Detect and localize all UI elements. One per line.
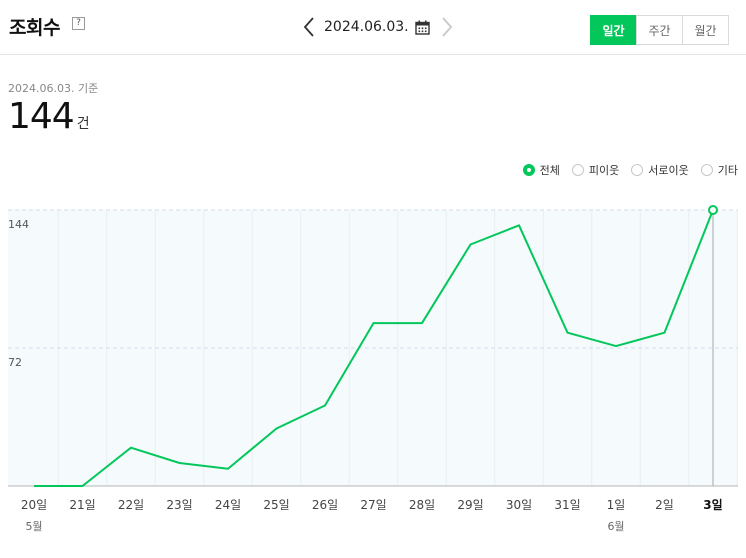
y-tick-label: 72 — [8, 356, 22, 369]
date-navigator: 2024.06.03. — [302, 14, 454, 40]
x-tick-label: 20일 — [21, 498, 47, 512]
x-tick-label: 24일 — [215, 498, 241, 512]
period-tabs: 일간 주간 월간 — [590, 15, 729, 45]
filter-all[interactable]: 전체 — [522, 162, 560, 178]
tab-daily[interactable]: 일간 — [590, 15, 637, 45]
month-label: 6월 — [607, 520, 624, 533]
chevron-right-icon — [441, 17, 452, 37]
y-tick-label: 144 — [8, 218, 29, 231]
filter-neighbor[interactable]: 피이웃 — [571, 162, 620, 178]
filter-etc[interactable]: 기타 — [700, 162, 738, 178]
filter-label: 전체 — [539, 164, 560, 177]
tab-weekly[interactable]: 주간 — [636, 15, 683, 45]
filter-label: 피이웃 — [588, 164, 620, 177]
chevron-left-icon — [303, 17, 314, 37]
x-tick-label: 29일 — [457, 498, 483, 512]
radio-icon — [631, 164, 644, 176]
basis-date: 2024.06.03. 기준 — [8, 82, 99, 95]
x-tick-label: 2일 — [655, 498, 674, 512]
x-tick-label: 28일 — [409, 498, 435, 512]
x-tick-label: 23일 — [166, 498, 192, 512]
view-count: 144 건 — [8, 96, 90, 137]
x-tick-label: 31일 — [554, 498, 580, 512]
data-point — [708, 205, 718, 215]
count-unit: 건 — [76, 116, 90, 132]
filter-label: 서로이웃 — [648, 164, 689, 177]
radio-selected-icon — [522, 164, 535, 176]
x-tick-label: 21일 — [69, 498, 95, 512]
header: 조회수 ? 2024.06.03. 일간 주간 월간 — [0, 0, 746, 55]
x-tick-label: 22일 — [118, 498, 144, 512]
x-tick-label: 26일 — [312, 498, 338, 512]
x-tick-label: 30일 — [506, 498, 532, 512]
count-value: 144 — [8, 96, 75, 137]
prev-date-button[interactable] — [302, 15, 316, 39]
x-tick-label: 3일 — [703, 498, 722, 512]
next-date-button[interactable] — [440, 15, 454, 39]
current-date: 2024.06.03. — [324, 19, 409, 35]
month-label: 5월 — [25, 520, 42, 533]
filter-mutual[interactable]: 서로이웃 — [631, 162, 689, 178]
x-tick-label: 1일 — [607, 498, 626, 512]
help-icon[interactable]: ? — [72, 17, 85, 30]
chart-filter: 전체 피이웃 서로이웃 기타 — [511, 162, 738, 178]
filter-label: 기타 — [717, 164, 738, 177]
x-tick-label: 25일 — [263, 498, 289, 512]
calendar-icon — [414, 20, 430, 35]
views-line-chart: 72 144 20일 21일 22일 23일 24일 25일 26일 27일 28일 29일 30일 31… — [8, 205, 738, 533]
calendar-button[interactable] — [414, 20, 430, 35]
radio-icon — [700, 164, 713, 176]
x-tick-label: 27일 — [360, 498, 386, 512]
tab-monthly[interactable]: 월간 — [682, 15, 729, 45]
radio-icon — [571, 164, 584, 176]
page-title: 조회수 — [9, 17, 60, 39]
